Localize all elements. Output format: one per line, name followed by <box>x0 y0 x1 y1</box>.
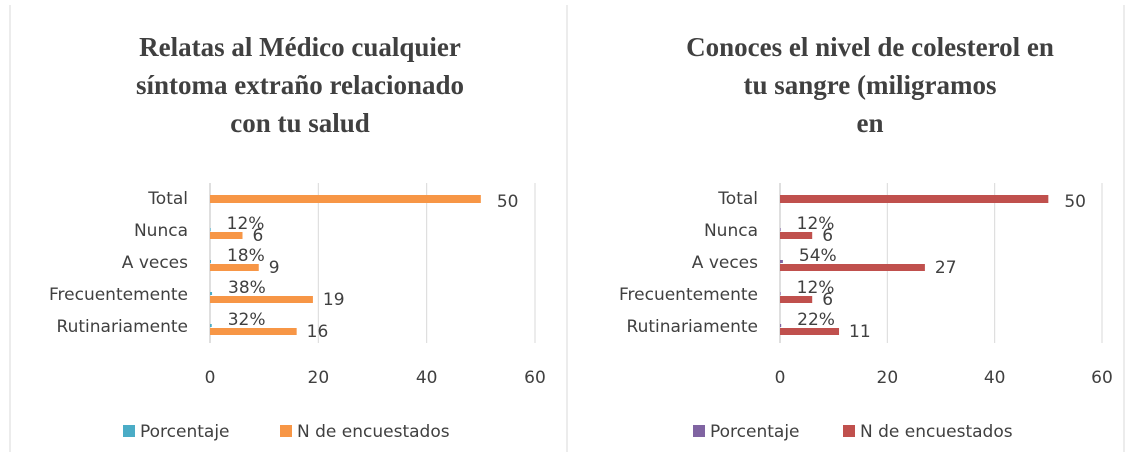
x-tick-label: 20 <box>877 368 899 388</box>
y-tick-label: Frecuentemente <box>49 285 188 305</box>
bar <box>780 232 813 239</box>
y-tick-label: Total <box>147 189 188 209</box>
data-label: 16 <box>307 322 329 342</box>
bar <box>210 292 213 295</box>
data-label: 38% <box>228 278 266 298</box>
legend-label: N de encuestados <box>860 422 1013 442</box>
data-label: 32% <box>228 310 266 330</box>
x-tick-label: 20 <box>308 368 330 388</box>
bar <box>210 264 259 271</box>
bar <box>780 296 813 303</box>
data-label: 6 <box>822 226 833 246</box>
data-label: 27 <box>935 258 957 278</box>
data-label: 50 <box>1064 192 1086 212</box>
legend-label: Porcentaje <box>140 422 230 442</box>
legend-label: Porcentaje <box>710 422 800 442</box>
data-label: 11 <box>849 322 871 342</box>
data-label: 9 <box>269 258 280 278</box>
y-tick-label: Nunca <box>704 221 758 241</box>
y-tick-label: A veces <box>122 253 188 273</box>
y-tick-label: Rutinariamente <box>57 317 188 337</box>
chart-title: Relatas al Médico cualquier síntoma extra… <box>136 32 464 138</box>
y-tick-label: Total <box>717 189 758 209</box>
bar <box>780 328 840 335</box>
data-label: 22% <box>797 310 835 330</box>
data-label: 12% <box>227 214 265 234</box>
bar <box>780 324 782 327</box>
data-label: 6 <box>822 290 833 310</box>
bar <box>780 260 783 263</box>
bar <box>780 292 781 295</box>
bar <box>210 296 313 303</box>
bar <box>210 195 481 203</box>
y-tick-label: Nunca <box>134 221 188 241</box>
bar <box>780 228 781 231</box>
legend-label: N de encuestados <box>297 422 450 442</box>
y-tick-label: A veces <box>692 253 758 273</box>
bar <box>210 260 211 263</box>
data-label: 54% <box>799 246 837 266</box>
data-label: 6 <box>253 226 264 246</box>
data-label: 12% <box>797 214 835 234</box>
x-tick-label: 60 <box>1091 368 1113 388</box>
data-label: 19 <box>323 290 345 310</box>
chart-title: Conoces el nivel de colesterol en tu sang… <box>686 32 1054 138</box>
legend-swatch <box>843 425 855 437</box>
x-tick-label: 40 <box>416 368 438 388</box>
x-tick-label: 40 <box>984 368 1006 388</box>
x-tick-label: 0 <box>775 368 786 388</box>
data-label: 18% <box>227 246 265 266</box>
x-tick-label: 0 <box>205 368 216 388</box>
legend-swatch <box>123 425 135 437</box>
bar <box>210 328 297 335</box>
data-label: 50 <box>497 192 519 212</box>
data-label: 12% <box>797 278 835 298</box>
y-tick-label: Rutinariamente <box>627 317 758 337</box>
bar <box>210 232 243 239</box>
y-tick-label: Frecuentemente <box>619 285 758 305</box>
bar <box>780 264 925 271</box>
legend-swatch <box>693 425 705 437</box>
bar <box>210 324 212 327</box>
bar <box>210 228 211 231</box>
legend-swatch <box>280 425 292 437</box>
x-tick-label: 60 <box>524 368 546 388</box>
bar <box>780 195 1049 203</box>
